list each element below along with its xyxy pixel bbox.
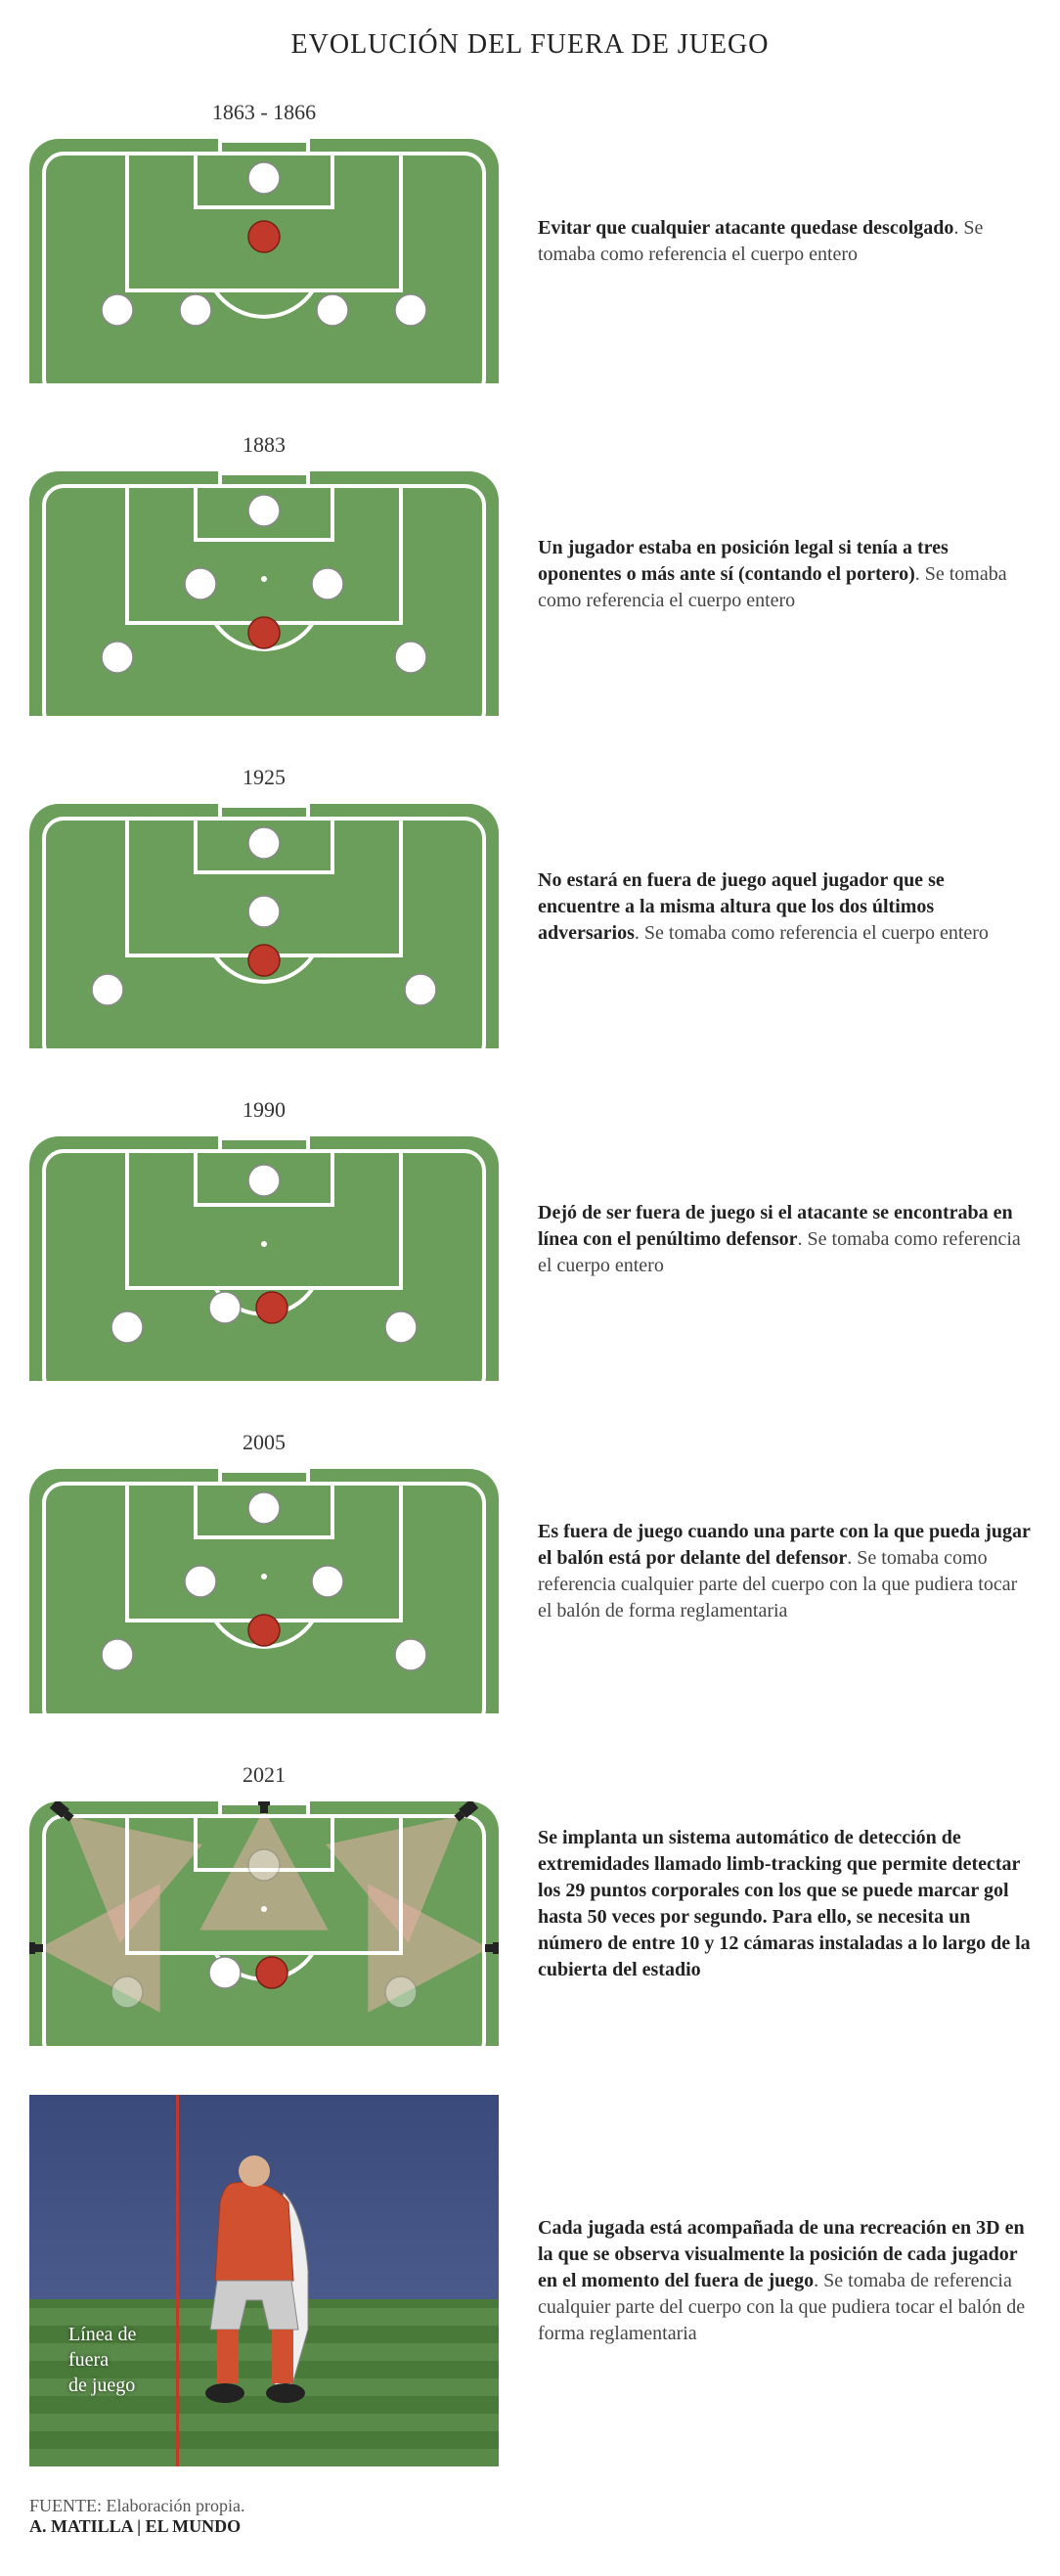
era-description: Evitar que cualquier atacante quedase de…	[538, 215, 1031, 268]
pitch-diagram	[29, 1801, 499, 2046]
credit: A. MATILLA | EL MUNDO	[29, 2516, 241, 2536]
field-wrap: 1863 - 1866	[29, 139, 499, 383]
era-row: 2005 Es fuera de juego cuando una parte …	[29, 1430, 1031, 1713]
pitch-diagram	[29, 1469, 499, 1713]
era-description: Dejó de ser fuera de juego si el atacant…	[538, 1200, 1031, 1279]
field-wrap: 1883	[29, 471, 499, 716]
era-description: No estará en fuera de juego aquel jugado…	[538, 867, 1031, 947]
era-year: 2021	[243, 1762, 286, 1788]
pitch-diagram	[29, 139, 499, 383]
field-wrap: 1925	[29, 804, 499, 1048]
era-row: 1925 No estará en fuera de juego aquel j…	[29, 765, 1031, 1048]
era-description: Se implanta un sistema automático de det…	[538, 1825, 1031, 1983]
recon-image: Línea defuerade juego	[29, 2095, 499, 2466]
era-description: Es fuera de juego cuando una parte con l…	[538, 1519, 1031, 1624]
main-title: EVOLUCIÓN DEL FUERA DE JUEGO	[29, 29, 1031, 61]
era-description: Un jugador estaba en posición legal si t…	[538, 535, 1031, 614]
offside-line	[176, 2095, 179, 2466]
source-value: Elaboración propia.	[107, 2496, 245, 2515]
offside-line-label: Línea defuerade juego	[68, 2322, 136, 2398]
recon-row: Línea defuerade juego Cada jugada está a…	[29, 2095, 1031, 2466]
era-year: 2005	[243, 1430, 286, 1455]
era-year: 1990	[243, 1097, 286, 1123]
pitch-diagram	[29, 1136, 499, 1381]
footer: FUENTE: Elaboración propia. A. MATILLA |…	[29, 2496, 1031, 2537]
recon-player-svg	[176, 2154, 352, 2408]
pitch-diagram	[29, 804, 499, 1048]
pitch-diagram	[29, 471, 499, 716]
era-row: 1883 Un jugador estaba en posición legal…	[29, 432, 1031, 716]
source-label: FUENTE:	[29, 2496, 102, 2515]
era-row: 1990 Dejó de ser fuera de juego si el at…	[29, 1097, 1031, 1381]
field-wrap: 2005	[29, 1469, 499, 1713]
field-wrap: 1990	[29, 1136, 499, 1381]
recon-description: Cada jugada está acompañada de una recre…	[538, 2215, 1031, 2347]
era-year: 1863 - 1866	[212, 100, 316, 125]
era-row: 1863 - 1866 Evitar que cualquier atacant…	[29, 100, 1031, 383]
era-row: 2021	[29, 1762, 1031, 2046]
era-year: 1925	[243, 765, 286, 790]
field-wrap: 2021	[29, 1801, 499, 2046]
era-year: 1883	[243, 432, 286, 458]
